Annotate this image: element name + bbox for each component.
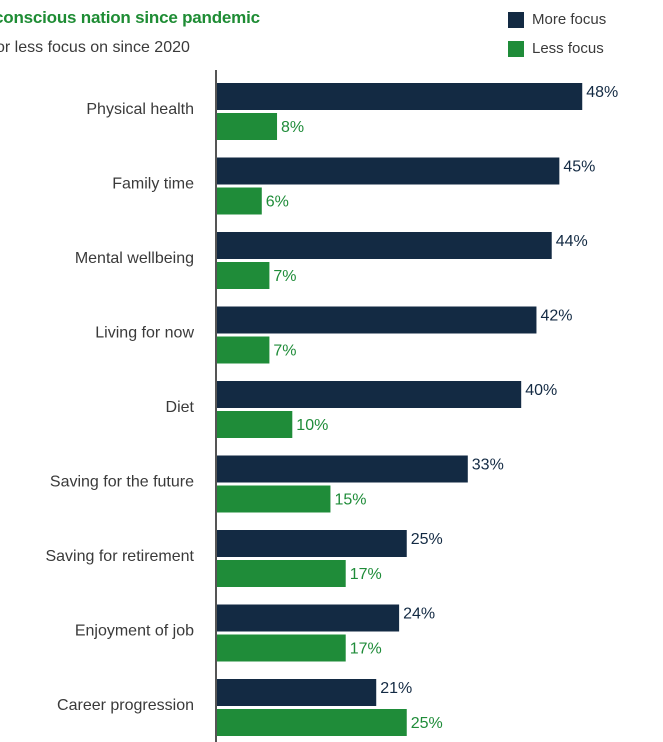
chart-title: conscious nation since pandemic [0,8,260,27]
bar-more-focus-family-time [216,157,560,185]
category-label-diet: Diet [166,399,195,416]
bar-less-focus-saving-for-the-future [216,485,331,513]
legend: More focus Less focus [508,9,606,67]
value-label-less-focus-family-time: 6% [266,194,289,211]
bar-less-focus-career-progression [216,709,407,736]
value-label-more-focus-family-time: 45% [563,159,595,176]
bar-less-focus-living-for-now [216,336,270,364]
value-label-less-focus-diet: 10% [296,417,328,434]
bar-less-focus-enjoyment-of-job [216,634,346,662]
value-label-less-focus-saving-for-retirement: 17% [350,566,382,583]
category-label-family-time: Family time [112,176,194,193]
value-label-more-focus-saving-for-the-future: 33% [472,457,504,474]
category-label-mental-wellbeing: Mental wellbeing [75,250,194,267]
value-label-less-focus-saving-for-the-future: 15% [334,492,366,509]
legend-item-more-focus: More focus [508,9,606,30]
category-label-saving-for-the-future: Saving for the future [50,474,194,491]
legend-swatch-less-focus [508,40,524,57]
bar-more-focus-living-for-now [216,306,537,334]
category-label-enjoyment-of-job: Enjoyment of job [75,623,194,640]
legend-swatch-more-focus [508,11,524,28]
legend-label-more-focus: More focus [532,11,607,28]
category-label-saving-for-retirement: Saving for retirement [45,548,194,565]
value-label-more-focus-career-progression: 21% [380,680,412,697]
value-label-more-focus-living-for-now: 42% [540,308,572,325]
value-label-less-focus-physical-health: 8% [281,119,304,136]
bar-less-focus-mental-wellbeing [216,262,270,289]
bar-more-focus-saving-for-retirement [216,530,407,557]
bar-more-focus-saving-for-the-future [216,455,468,483]
value-label-more-focus-enjoyment-of-job: 24% [403,606,435,623]
chart-subtitle: or less focus on since 2020 [0,39,190,56]
value-label-more-focus-physical-health: 48% [586,84,618,101]
category-label-living-for-now: Living for now [95,325,194,342]
bar-more-focus-career-progression [216,679,377,706]
bar-more-focus-mental-wellbeing [216,232,552,259]
value-label-less-focus-career-progression: 25% [411,715,443,732]
bar-more-focus-diet [216,381,522,408]
value-label-more-focus-mental-wellbeing: 44% [556,233,588,250]
legend-item-less-focus: Less focus [508,38,606,59]
value-label-less-focus-mental-wellbeing: 7% [273,268,296,285]
bar-more-focus-physical-health [216,83,583,110]
category-label-career-progression: Career progression [57,697,194,714]
value-label-less-focus-living-for-now: 7% [273,343,296,360]
bar-less-focus-saving-for-retirement [216,560,346,587]
value-label-more-focus-diet: 40% [525,382,557,399]
bar-less-focus-physical-health [216,113,278,140]
value-label-less-focus-enjoyment-of-job: 17% [350,641,382,658]
bar-less-focus-diet [216,411,293,438]
bar-more-focus-enjoyment-of-job [216,604,400,632]
bar-less-focus-family-time [216,187,262,215]
category-label-physical-health: Physical health [86,101,194,118]
legend-label-less-focus: Less focus [532,40,604,57]
value-label-more-focus-saving-for-retirement: 25% [411,531,443,548]
